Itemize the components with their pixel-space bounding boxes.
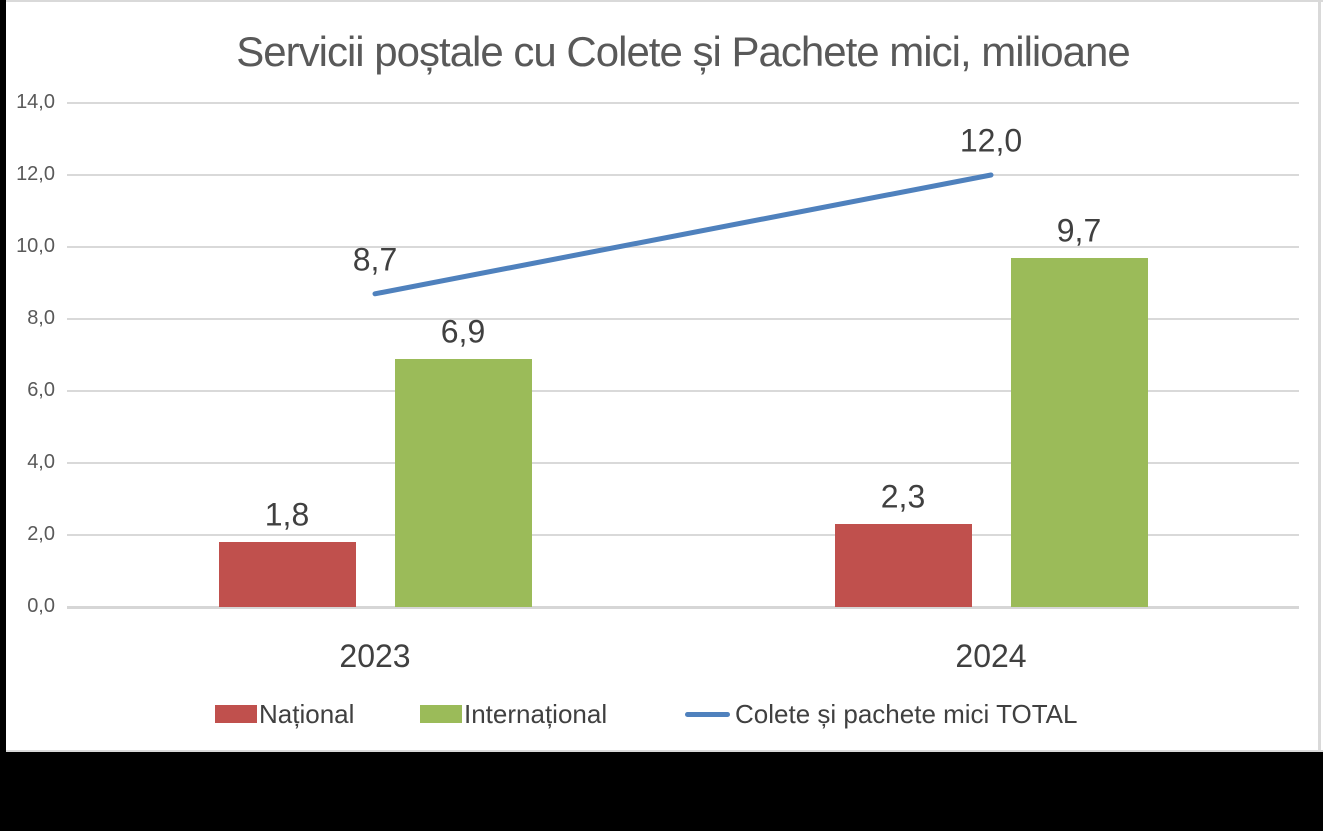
- x-axis-label-2023: 2023: [339, 638, 411, 674]
- legend-label-colete-total: Colete și pachete mici TOTAL: [735, 698, 1078, 729]
- gridline: [67, 318, 1299, 320]
- gridline: [67, 534, 1299, 536]
- legend-swatch-icon: [215, 705, 257, 723]
- legend-line-icon: [685, 711, 730, 717]
- y-axis-tick-label: 2,0: [27, 523, 55, 545]
- data-label-national-2024: 2,3: [880, 478, 926, 515]
- bottom-black-band: [0, 752, 1323, 831]
- legend-label-national: Național: [259, 698, 355, 729]
- bar-international-2023: [394, 358, 532, 607]
- legend-item-international: Internațional: [420, 698, 608, 729]
- data-label-national-2023: 1,8: [264, 496, 310, 533]
- line-path-colete-total: [372, 172, 994, 297]
- y-axis-tick-label: 6,0: [27, 379, 55, 401]
- legend-item-national: Național: [215, 698, 355, 729]
- legend-item-colete-total: Colete și pachete mici TOTAL: [685, 698, 1078, 729]
- chart-title: Servicii poștale cu Colete și Pachete mi…: [236, 28, 1130, 75]
- bar-national-2023: [218, 542, 356, 607]
- x-axis-label-2024: 2024: [955, 638, 1027, 674]
- data-label-international-2023: 6,9: [440, 313, 486, 350]
- chart-bottom-border: [0, 750, 1323, 752]
- y-axis-tick-label: 10,0: [16, 235, 55, 257]
- data-label-international-2024: 9,7: [1056, 212, 1102, 249]
- y-axis-tick-label: 14,0: [16, 91, 55, 113]
- gridline: [67, 462, 1299, 464]
- gridline: [67, 390, 1299, 392]
- y-axis-tick-label: 4,0: [27, 451, 55, 473]
- data-label-colete-total-2023: 8,7: [352, 241, 398, 278]
- top-border: [0, 0, 1323, 2]
- legend-label-international: Internațional: [464, 698, 608, 729]
- gridline: [67, 102, 1299, 104]
- bar-international-2024: [1010, 257, 1148, 607]
- gridline: [67, 174, 1299, 176]
- y-axis-tick-label: 12,0: [16, 163, 55, 185]
- y-axis-tick-label: 8,0: [27, 307, 55, 329]
- legend-swatch-icon: [420, 705, 462, 723]
- data-label-colete-total-2024: 12,0: [959, 122, 1023, 159]
- right-border: [1318, 0, 1321, 752]
- line-colete-total: [372, 172, 994, 297]
- bar-national-2024: [834, 524, 972, 607]
- left-black-border: [0, 0, 6, 831]
- y-axis-tick-label: 0,0: [27, 595, 55, 617]
- x-axis-line: [67, 606, 1299, 609]
- gridline: [67, 246, 1299, 248]
